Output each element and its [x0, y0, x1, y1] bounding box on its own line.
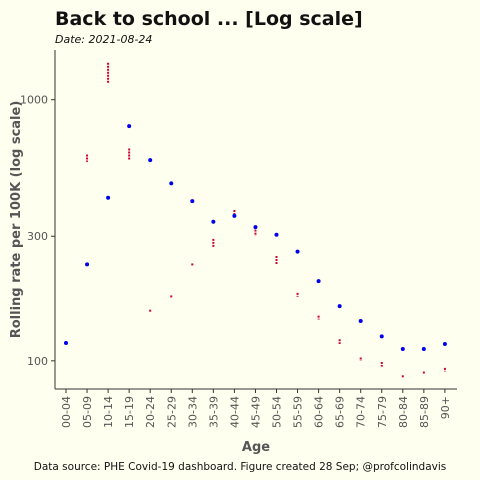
blue-point-70-74 [358, 319, 363, 324]
blue-point-45-49 [253, 225, 258, 230]
x-tick-label-20-24: 20-24 [144, 396, 157, 428]
x-tick-label-40-44: 40-44 [228, 396, 241, 428]
blue-point-10-14 [106, 195, 111, 200]
blue-point-60-64 [316, 279, 321, 284]
x-tick-label-25-29: 25-29 [165, 396, 178, 428]
blue-point-20-24 [148, 158, 153, 163]
blue-point-50-54 [274, 232, 279, 237]
blue-point-30-34 [190, 199, 195, 204]
y-tick-label-100: 100 [27, 355, 48, 368]
x-tick-label-35-39: 35-39 [207, 396, 220, 428]
x-tick-label-50-54: 50-54 [271, 396, 284, 428]
blue-point-55-59 [295, 249, 300, 254]
x-axis-title: Age [242, 440, 270, 455]
x-tick-label-75-79: 75-79 [376, 396, 389, 428]
x-tick-label-00-04: 00-04 [60, 396, 73, 428]
x-tick-label-15-19: 15-19 [123, 396, 136, 428]
blue-point-00-04 [64, 341, 68, 346]
blue-point-65-69 [337, 304, 342, 309]
blue-point-35-39 [211, 219, 216, 224]
blue-point-85-89 [421, 346, 426, 351]
blue-point-90+ [442, 341, 447, 346]
chart-axes: 100 300 1000 00-04 05-09 10-14 15-19 20-24 25-29… [9, 50, 457, 455]
chart-marks [64, 62, 447, 378]
x-tick-label-85-89: 85-89 [418, 396, 431, 428]
chart-subtitle: Date: 2021-08-24 [55, 33, 153, 46]
x-tick-label-05-09: 05-09 [81, 396, 94, 428]
x-tick-label-70-74: 70-74 [355, 396, 368, 428]
y-tick-label-1000: 1000 [20, 94, 48, 107]
y-tick-label-300: 300 [27, 230, 48, 243]
x-tick-label-65-69: 65-69 [334, 396, 347, 428]
chart-caption: Data source: PHE Covid-19 dashboard. Fig… [33, 461, 447, 473]
blue-point-05-09 [85, 262, 90, 267]
y-axis-title: Rolling rate per 100K (log scale) [9, 101, 24, 339]
blue-point-40-44 [232, 213, 237, 218]
x-tick-label-90+: 90+ [439, 396, 452, 419]
x-tick-label-30-34: 30-34 [186, 396, 199, 428]
x-tick-label-55-59: 55-59 [292, 396, 305, 428]
blue-point-15-19 [127, 124, 132, 129]
blue-point-80-84 [400, 346, 405, 351]
x-tick-label-45-49: 45-49 [249, 396, 262, 428]
chart-title: Back to school ... [Log scale] [55, 8, 363, 30]
x-tick-label-80-84: 80-84 [397, 396, 410, 428]
x-tick-label-10-14: 10-14 [102, 396, 115, 428]
x-tick-label-60-64: 60-64 [313, 396, 326, 428]
blue-point-75-79 [379, 334, 384, 339]
blue-point-25-29 [169, 181, 174, 186]
